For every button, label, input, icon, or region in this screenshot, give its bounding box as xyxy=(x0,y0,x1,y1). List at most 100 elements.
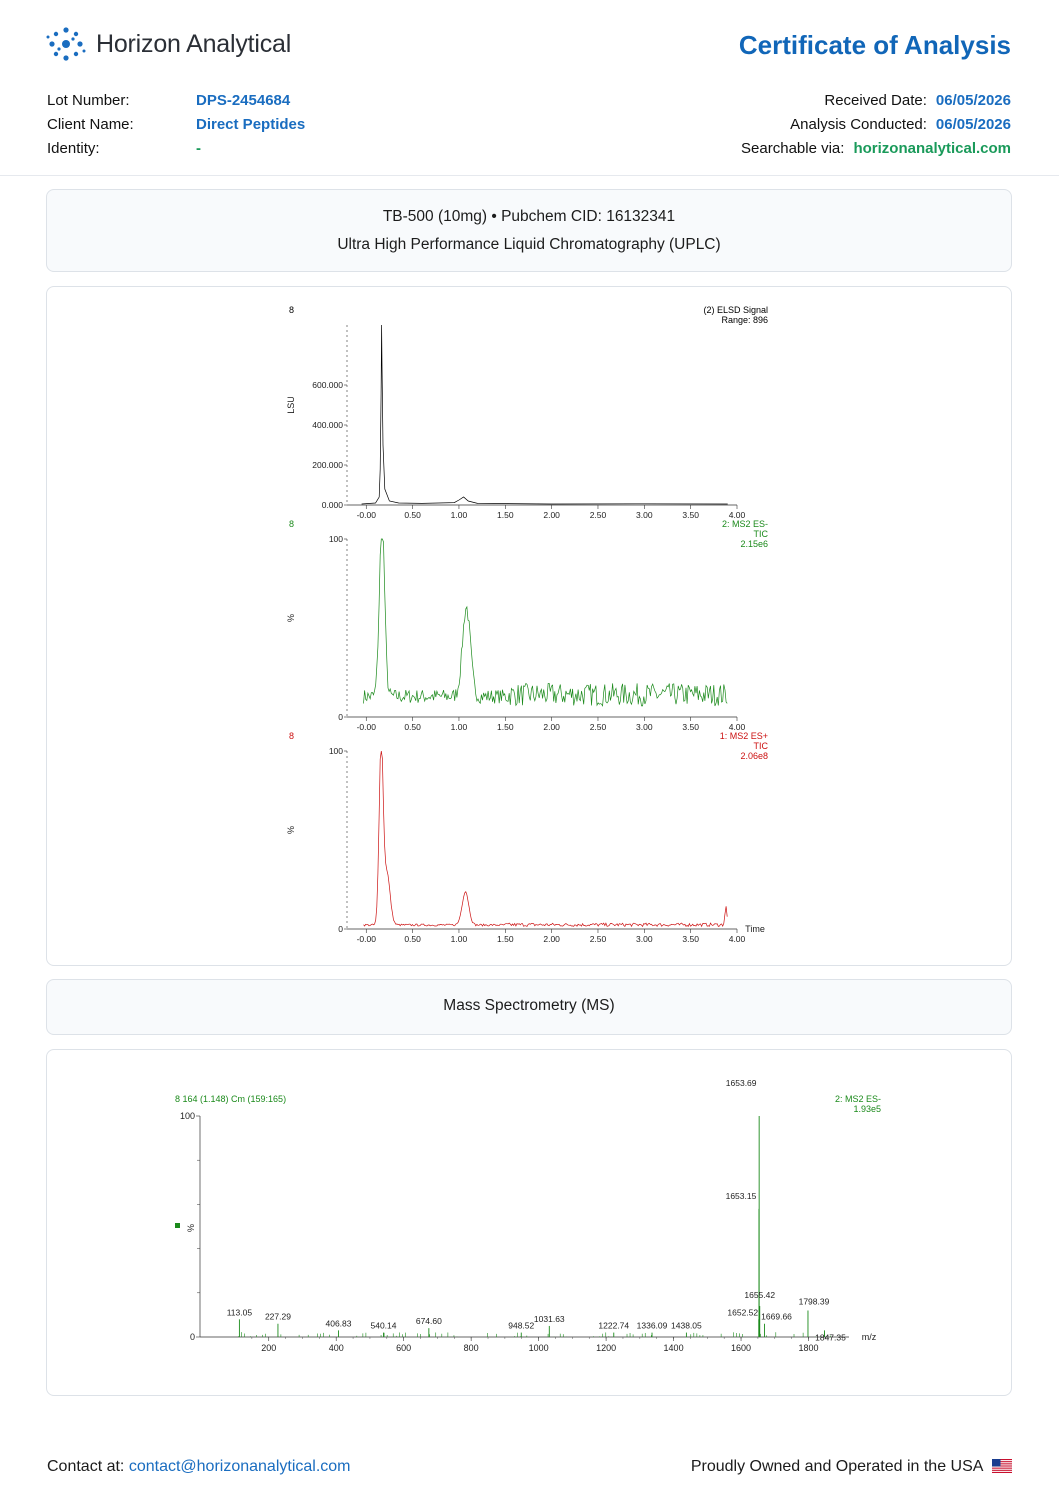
chart-paper xyxy=(262,287,795,964)
ms-x-tick-label: 800 xyxy=(464,1343,479,1353)
y-tick-label: 0 xyxy=(338,924,343,934)
uplc-title-card: TB-500 (10mg) • Pubchem CID: 16132341 Ul… xyxy=(46,189,1012,272)
x-tick-label: -0.00 xyxy=(357,510,377,520)
panel-legend-line: TIC xyxy=(754,529,769,539)
ms-x-tick-label: 600 xyxy=(396,1343,411,1353)
contact-email-link[interactable]: contact@horizonanalytical.com xyxy=(128,1458,351,1475)
meta-analysis-conducted: Analysis Conducted: 06/05/2026 xyxy=(741,112,1011,136)
y-axis-label: % xyxy=(286,614,296,622)
x-tick-label: 1.50 xyxy=(497,510,514,520)
contact-label: Contact at: xyxy=(47,1458,125,1475)
ms-peak-label: 1336.09 xyxy=(637,1321,668,1331)
method-line: Ultra High Performance Liquid Chromatogr… xyxy=(337,236,721,253)
y-tick-label: 100 xyxy=(329,746,343,756)
brand-name: Horizon Analytical xyxy=(96,29,292,58)
x-tick-label: 3.00 xyxy=(636,510,653,520)
chromatogram-trace xyxy=(363,750,728,928)
y-axis-label: LSU xyxy=(286,396,296,414)
tagline-wrap: Proudly Owned and Operated in the USA xyxy=(691,1458,1012,1476)
panel-legend-line: 2.15e6 xyxy=(740,539,768,549)
x-tick-label: 1.00 xyxy=(451,722,468,732)
document-title: Certificate of Analysis xyxy=(738,30,1011,60)
meta-label: Client Name: xyxy=(47,115,134,133)
ms-title-text: 8 164 (1.148) Cm (159:165) xyxy=(175,1094,286,1104)
contact: Contact at: contact@horizonanalytical.co… xyxy=(47,1458,351,1476)
x-tick-label: -0.00 xyxy=(357,722,377,732)
ms-x-tick-label: 1600 xyxy=(731,1343,751,1353)
meta-client-name: Client Name: Direct Peptides xyxy=(47,112,305,136)
received-date-value: 06/05/2026 xyxy=(935,91,1011,109)
ms-peak-label: 1653.69 xyxy=(726,1078,757,1088)
x-tick-label: 0.50 xyxy=(404,510,421,520)
tagline: Proudly Owned and Operated in the USA xyxy=(690,1458,983,1475)
x-axis-label: Time xyxy=(745,924,765,934)
x-tick-label: 0.50 xyxy=(404,722,421,732)
ms-title-card: Mass Spectrometry (MS) xyxy=(46,979,1012,1035)
ms-x-tick-label: 1800 xyxy=(799,1343,819,1353)
x-tick-label: 3.00 xyxy=(636,934,653,944)
ms-x-tick-label: 1400 xyxy=(664,1343,684,1353)
searchable-link[interactable]: horizonanalytical.com xyxy=(853,139,1011,157)
meta-left: Lot Number: DPS-2454684 Client Name: Dir… xyxy=(47,88,305,160)
x-tick-label: 1.50 xyxy=(497,722,514,732)
ms-peak-label: 1798.39 xyxy=(799,1296,830,1306)
panel-corner-label: 8 xyxy=(289,731,294,741)
panel-legend-line: 2.06e8 xyxy=(740,751,768,761)
ms-x-tick-label: 200 xyxy=(261,1343,276,1353)
x-tick-label: 2.00 xyxy=(543,934,560,944)
y-tick-label: 0.000 xyxy=(322,500,344,510)
x-tick-label: 2.00 xyxy=(543,722,560,732)
x-tick-label: 2.50 xyxy=(590,722,607,732)
ms-peak-label: 1438.05 xyxy=(671,1321,702,1331)
analysis-date-value: 06/05/2026 xyxy=(935,115,1011,133)
us-flag-icon xyxy=(992,1459,1012,1473)
ms-x-tick-label: 1200 xyxy=(596,1343,616,1353)
x-tick-label: 3.50 xyxy=(682,722,699,732)
panel-legend-line: (2) ELSD Signal xyxy=(703,305,768,315)
ms-y-tick-label: 100 xyxy=(180,1111,195,1121)
chromatogram-trace xyxy=(363,538,728,707)
y-tick-label: 200.000 xyxy=(312,460,343,470)
ms-x-axis-label: m/z xyxy=(862,1332,877,1342)
x-tick-label: -0.00 xyxy=(357,934,377,944)
brand-logo[interactable]: Horizon Analytical xyxy=(46,24,291,64)
ms-x-tick-label: 1000 xyxy=(529,1343,549,1353)
uplc-chart-card: 8 (2) ELSD Signal Range: 896 -0.00 0.50 1.00 1… xyxy=(46,286,1012,966)
ms-peak-label: 227.29 xyxy=(265,1312,291,1322)
panel-corner-label: 8 xyxy=(289,519,294,529)
ms-peak-label: 948.52 xyxy=(508,1321,534,1331)
ms-y-tick-label: 0 xyxy=(190,1332,195,1342)
x-tick-label: 4.00 xyxy=(729,722,746,732)
ms-peak-label: 1031.63 xyxy=(534,1314,565,1324)
ms-peak-label: 406.83 xyxy=(326,1318,352,1328)
panel-corner-label: 8 xyxy=(289,305,294,315)
ms-peak-label: 540.14 xyxy=(370,1321,396,1331)
x-tick-label: 1.00 xyxy=(451,510,468,520)
lot-number-value: DPS-2454684 xyxy=(196,91,291,109)
ms-peak-label: 1652.52 xyxy=(727,1307,758,1317)
x-tick-label: 1.00 xyxy=(451,934,468,944)
ms-marker-square xyxy=(175,1223,180,1228)
meta-label: Lot Number: xyxy=(47,91,130,109)
ms-legend-line: 1.93e5 xyxy=(853,1104,881,1114)
x-tick-label: 3.00 xyxy=(636,722,653,732)
ms-peak-label: 1847.35 xyxy=(815,1332,846,1342)
x-tick-label: 3.50 xyxy=(682,510,699,520)
x-tick-label: 4.00 xyxy=(729,934,746,944)
dots-logo-icon xyxy=(46,27,86,61)
x-tick-label: 2.50 xyxy=(590,510,607,520)
meta-right: Received Date: 06/05/2026 Analysis Condu… xyxy=(741,88,1011,160)
client-name-value: Direct Peptides xyxy=(196,115,306,133)
footer: Contact at: contact@horizonanalytical.co… xyxy=(47,1458,1012,1476)
y-tick-label: 600.000 xyxy=(312,380,343,390)
meta-received-date: Received Date: 06/05/2026 xyxy=(741,88,1011,112)
ms-peak-label: 1655.42 xyxy=(744,1290,775,1300)
ms-peak-label: 1222.74 xyxy=(598,1321,629,1331)
chromatogram-trace xyxy=(361,324,728,505)
meta-label: Searchable via: xyxy=(741,139,845,157)
ms-peak-label: 1653.15 xyxy=(726,1191,757,1201)
x-tick-label: 3.50 xyxy=(682,934,699,944)
ms-legend-line: 2: MS2 ES- xyxy=(835,1094,881,1104)
